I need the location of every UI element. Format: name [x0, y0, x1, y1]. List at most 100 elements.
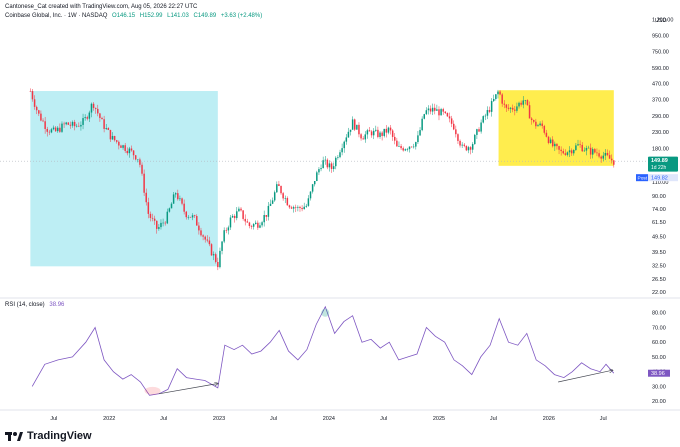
candle-body	[514, 109, 516, 111]
candle-body	[166, 211, 169, 224]
candle-body	[566, 152, 569, 155]
time-tick-label: 2025	[433, 416, 445, 422]
candle-body	[301, 207, 303, 210]
candle-body	[533, 120, 535, 122]
candle-body	[139, 159, 141, 165]
candle-body	[330, 163, 333, 170]
candle-body	[94, 107, 97, 109]
candle-body	[311, 184, 314, 192]
candle-body	[88, 112, 91, 119]
tradingview-branding[interactable]: TradingView	[5, 430, 92, 442]
candle-body	[204, 236, 206, 240]
post-badge	[636, 174, 648, 182]
candle-body	[126, 150, 129, 154]
candle-body	[305, 205, 308, 207]
candle-body	[398, 146, 400, 147]
candle-body	[387, 127, 390, 133]
candle-body	[286, 198, 289, 206]
candle-body	[421, 118, 423, 131]
candle-body	[575, 145, 577, 150]
candle-body	[46, 128, 48, 132]
candle-body	[400, 146, 402, 149]
candle-body	[107, 128, 110, 130]
price-tick-label: 26.50	[652, 277, 666, 283]
candle-body	[164, 222, 166, 224]
candle-body	[429, 108, 432, 112]
candle-body	[61, 123, 63, 132]
countdown-label: 1d 22h	[651, 165, 667, 171]
time-tick-label: 2023	[213, 416, 225, 422]
rsi-trendline-arrow	[558, 370, 612, 383]
candle-body	[145, 192, 147, 203]
candle-body	[385, 128, 388, 133]
candle-body	[168, 208, 171, 212]
candle-body	[434, 107, 436, 111]
candle-body	[265, 215, 268, 217]
candle-body	[604, 152, 607, 156]
candle-body	[486, 110, 489, 116]
candle-body	[343, 141, 345, 149]
rsi-label[interactable]: RSI (14, close)	[5, 302, 45, 308]
candle-body	[156, 220, 158, 229]
candle-body	[349, 129, 352, 132]
candle-body	[322, 160, 324, 169]
rsi-oversold-fill	[144, 386, 161, 395]
candle-body	[292, 207, 295, 209]
time-tick-label: Jul	[600, 416, 607, 422]
candle-body	[231, 215, 234, 218]
candle-body	[425, 110, 428, 115]
candle-body	[52, 127, 55, 130]
candle-body	[40, 113, 42, 121]
price-tick-label: 750.00	[652, 50, 669, 56]
candle-body	[501, 94, 503, 104]
post-value-badge	[648, 174, 678, 182]
candle-body	[118, 141, 120, 146]
candle-body	[444, 111, 447, 113]
candle-body	[328, 163, 331, 168]
candle-body	[84, 117, 86, 119]
candle-body	[137, 159, 139, 161]
candle-body	[455, 129, 457, 135]
candle-body	[608, 155, 611, 159]
chart-credit: Cantonese_Cat created with TradingView.c…	[5, 4, 198, 10]
symbol-label[interactable]: Coinbase Global, Inc. · 1W · NASDAQ	[5, 13, 108, 19]
candle-body	[299, 206, 301, 208]
candle-body	[105, 128, 107, 129]
rsi-tick-label: 50.00	[652, 355, 666, 361]
candle-body	[295, 207, 297, 208]
candle-body	[463, 144, 466, 146]
candle-body	[147, 202, 150, 214]
candle-body	[214, 254, 217, 262]
price-tick-label: 39.50	[652, 250, 666, 256]
candle-body	[303, 206, 305, 210]
price-tick-label: 22.00	[652, 290, 666, 296]
tradingview-logo-icon	[5, 432, 23, 441]
candle-body	[497, 91, 499, 95]
post-label: Post	[638, 176, 648, 182]
candle-body	[335, 157, 337, 167]
candle-body	[356, 124, 358, 130]
candle-body	[153, 218, 156, 221]
candle-body	[364, 134, 367, 140]
candle-body	[73, 121, 76, 127]
candle-body	[221, 241, 223, 251]
candle-body	[198, 225, 200, 231]
candle-body	[509, 107, 512, 109]
rsi-tick-label: 70.00	[652, 325, 666, 331]
candle-body	[44, 121, 46, 129]
candle-body	[438, 109, 440, 116]
candle-body	[196, 216, 198, 226]
yellow-highlight-zone	[498, 90, 614, 166]
candle-body	[246, 221, 249, 223]
candle-body	[360, 134, 362, 139]
candle-body	[206, 239, 209, 241]
candle-body	[54, 127, 57, 132]
price-tick-label: 950.00	[652, 33, 669, 39]
candle-body	[50, 129, 53, 133]
candle-body	[551, 139, 554, 147]
candle-body	[162, 222, 164, 224]
candle-body	[436, 109, 438, 111]
candle-body	[191, 215, 194, 218]
